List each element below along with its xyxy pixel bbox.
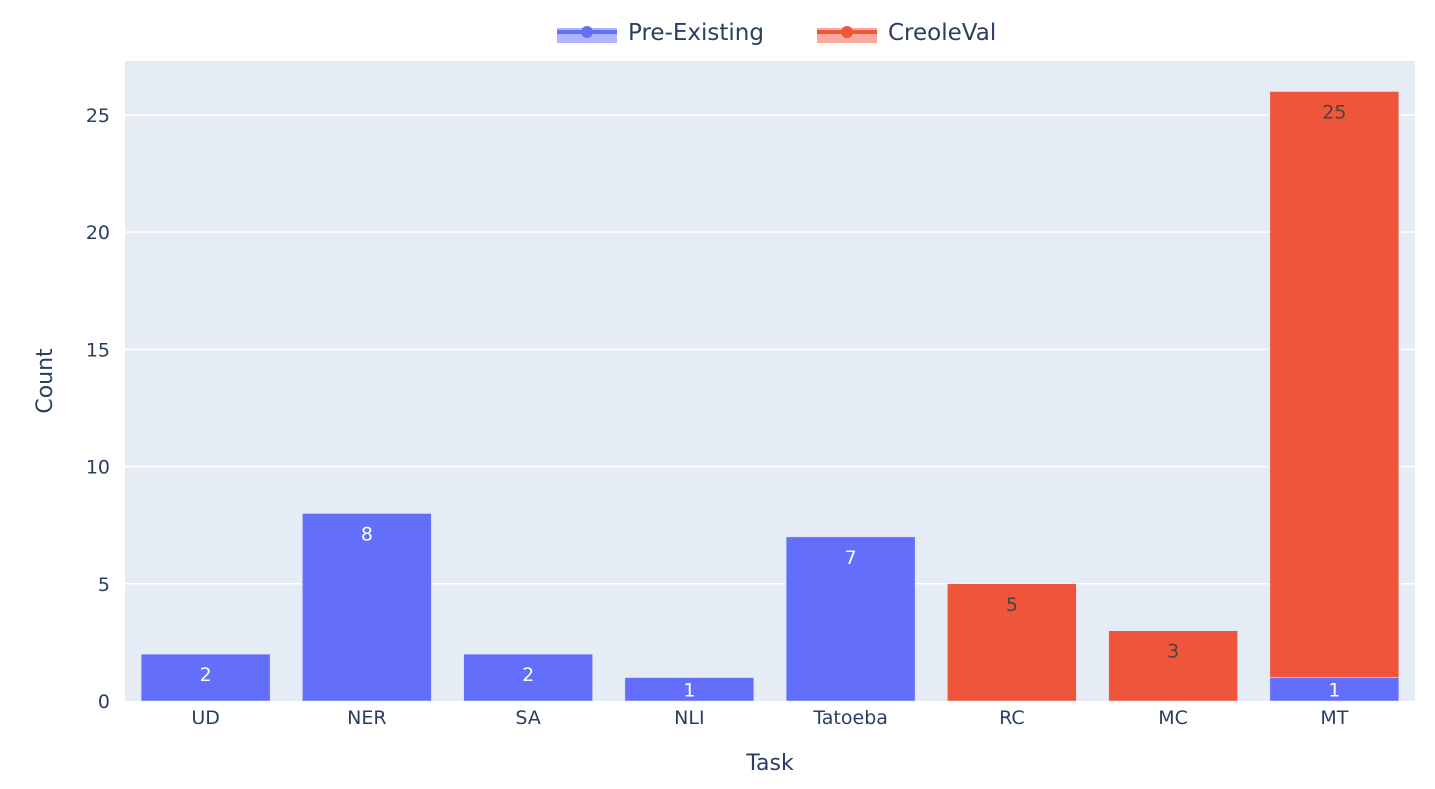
bar-sa-pre-existing[interactable] <box>463 653 593 702</box>
bar-label-mc-creoleval: 3 <box>1167 641 1179 663</box>
legend-label-pre-existing: Pre-Existing <box>628 20 764 46</box>
x-tick-label-sa: SA <box>515 707 540 729</box>
x-tick-label-nli: NLI <box>674 707 704 729</box>
x-tick-label-rc: RC <box>999 707 1025 729</box>
bar-label-ud-pre-existing: 2 <box>200 664 212 686</box>
bar-labels: 2 8 2 1 7 1 5 3 25 <box>200 101 1347 701</box>
x-tick-label-mc: MC <box>1158 707 1188 729</box>
bar-label-sa-pre-existing: 2 <box>522 664 534 686</box>
legend-item-pre-existing[interactable]: Pre-Existing <box>557 20 764 46</box>
bar-label-tatoeba-pre-existing: 7 <box>845 547 857 569</box>
bar-nli-pre-existing[interactable] <box>624 677 755 702</box>
bar-label-rc-creoleval: 5 <box>1006 594 1018 616</box>
y-tick-label: 10 <box>86 457 110 479</box>
y-axis: 0 5 10 15 20 25 <box>86 105 110 713</box>
legend-marker-creoleval <box>841 26 853 38</box>
bars <box>140 91 1400 702</box>
x-axis: UD NER SA NLI Tatoeba RC MC MT <box>191 707 1348 729</box>
bar-label-nli-pre-existing: 1 <box>683 679 695 701</box>
y-axis-title: Count <box>33 348 58 414</box>
x-tick-label-ud: UD <box>191 707 220 729</box>
legend-label-creoleval: CreoleVal <box>888 20 996 46</box>
x-tick-label-tatoeba: Tatoeba <box>812 707 888 729</box>
legend: Pre-Existing CreoleVal <box>557 20 996 46</box>
bar-label-mt-pre-existing: 1 <box>1328 679 1340 701</box>
bar-mt-creoleval[interactable] <box>1269 91 1400 678</box>
x-tick-label-mt: MT <box>1320 707 1348 729</box>
bar-ud-pre-existing[interactable] <box>140 653 271 702</box>
y-tick-label: 0 <box>98 691 110 713</box>
y-tick-label: 20 <box>86 222 110 244</box>
y-tick-label: 15 <box>86 339 110 361</box>
bar-label-ner-pre-existing: 8 <box>361 523 373 545</box>
y-tick-label: 5 <box>98 574 110 596</box>
bar-label-mt-creoleval: 25 <box>1322 101 1346 123</box>
bar-mc-creoleval[interactable] <box>1108 630 1238 702</box>
x-tick-label-ner: NER <box>347 707 386 729</box>
bar-rc-creoleval[interactable] <box>947 583 1077 702</box>
x-axis-title: Task <box>745 751 794 776</box>
bar-tatoeba-pre-existing[interactable] <box>785 536 916 702</box>
bar-ner-pre-existing[interactable] <box>302 513 432 702</box>
legend-item-creoleval[interactable]: CreoleVal <box>817 20 996 46</box>
y-tick-label: 25 <box>86 105 110 127</box>
legend-marker-pre-existing <box>581 26 593 38</box>
